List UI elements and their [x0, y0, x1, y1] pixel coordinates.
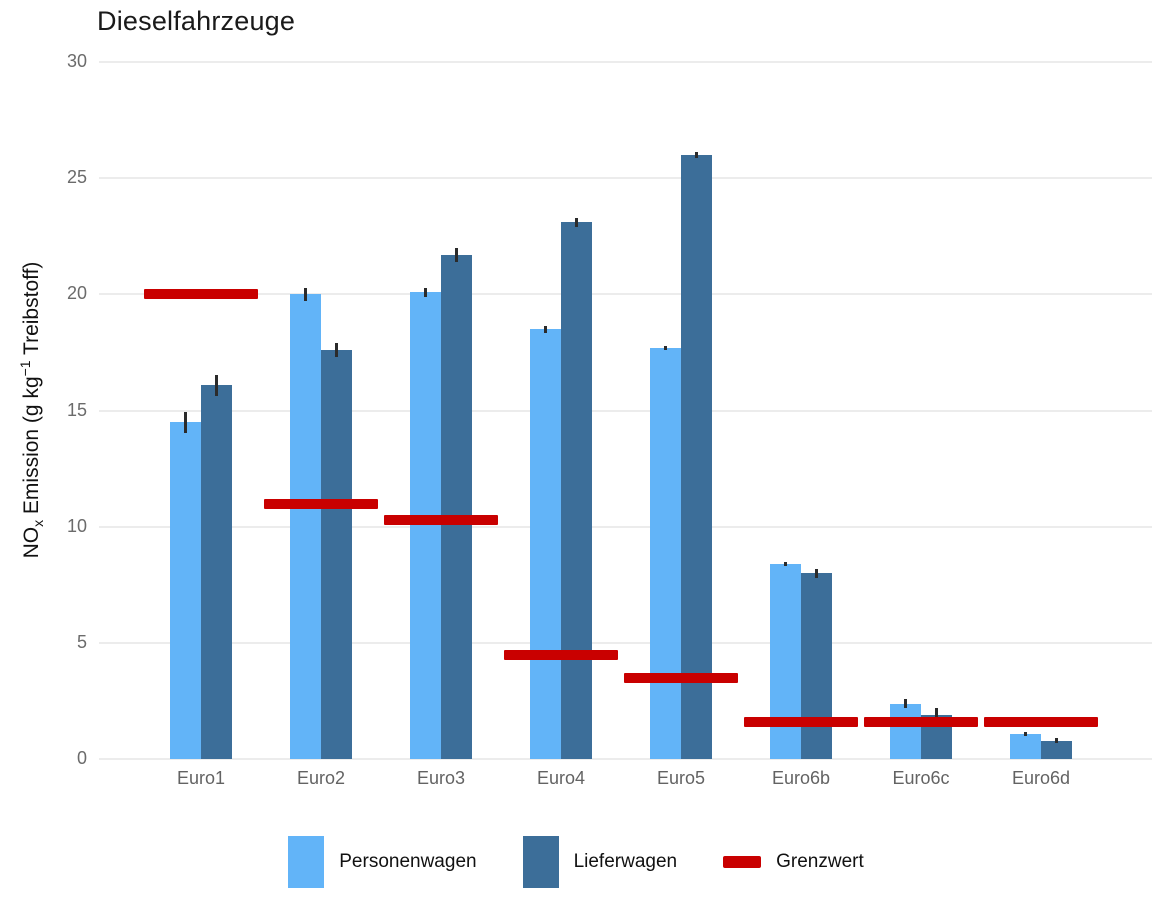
legend-label-personenwagen: Personenwagen — [339, 851, 477, 872]
xtick-label-Euro4: Euro4 — [536, 768, 586, 788]
ytick-label-20: 20 — [66, 283, 87, 304]
errorbar-lieferwagen-Euro6c — [935, 708, 938, 723]
lieferwagen-swatch-icon — [522, 836, 559, 888]
bar-lieferwagen-Euro5 — [681, 155, 712, 760]
xtick-label-Euro3: Euro3 — [416, 768, 466, 788]
gridline-y-25 — [99, 177, 1152, 180]
bar-lieferwagen-Euro2 — [321, 350, 352, 760]
ytick-label-15: 15 — [66, 399, 87, 420]
gridline-y-30 — [99, 61, 1152, 64]
limit-line-Euro3 — [384, 514, 498, 525]
legend-label-lieferwagen: Lieferwagen — [573, 851, 678, 872]
limit-line-Euro1 — [144, 289, 258, 300]
ytick-label-10: 10 — [66, 515, 87, 536]
gridline-y-15 — [99, 409, 1152, 412]
chart-title: Dieselfahrzeuge — [97, 6, 296, 36]
personenwagen-swatch-icon — [288, 836, 325, 888]
limit-line-Euro6b — [744, 717, 858, 728]
limit-line-Euro6d — [984, 717, 1098, 728]
errorbar-lieferwagen-Euro4 — [575, 217, 578, 228]
bar-lieferwagen-Euro4 — [561, 222, 592, 760]
bar-personenwagen-Euro3 — [410, 292, 441, 760]
errorbar-lieferwagen-Euro1 — [215, 374, 218, 396]
ytick-label-30: 30 — [66, 51, 87, 72]
errorbar-lieferwagen-Euro2 — [335, 343, 338, 358]
ytick-label-0: 0 — [76, 748, 87, 769]
xtick-label-Euro1: Euro1 — [176, 768, 226, 788]
limit-line-Euro4 — [504, 649, 618, 660]
errorbar-personenwagen-Euro2 — [304, 287, 307, 302]
bar-lieferwagen-Euro3 — [441, 254, 472, 760]
legend-item-lieferwagen: Lieferwagen — [522, 836, 678, 888]
xtick-label-Euro6c: Euro6c — [892, 768, 950, 788]
legend-item-grenzwert: Grenzwert — [723, 851, 864, 873]
gridline-y-20 — [99, 293, 1152, 296]
bar-personenwagen-Euro1 — [170, 422, 201, 760]
bar-personenwagen-Euro2 — [290, 294, 321, 760]
gridline-y-0 — [99, 758, 1152, 761]
errorbar-personenwagen-Euro6d — [1024, 731, 1027, 737]
errorbar-lieferwagen-Euro6d — [1055, 738, 1058, 744]
errorbar-lieferwagen-Euro5 — [695, 151, 698, 159]
xtick-label-Euro6b: Euro6b — [771, 768, 831, 788]
y-axis-title-mid: Emission (g kg — [20, 376, 43, 520]
bar-lieferwagen-Euro6d — [1041, 740, 1072, 760]
bar-personenwagen-Euro6d — [1010, 733, 1041, 760]
xtick-label-Euro6d: Euro6d — [1011, 768, 1071, 788]
limit-line-Euro2 — [264, 498, 378, 509]
errorbar-lieferwagen-Euro6b — [815, 568, 818, 579]
bar-personenwagen-Euro5 — [650, 347, 681, 760]
bar-personenwagen-Euro6c — [890, 703, 921, 760]
errorbar-personenwagen-Euro6b — [784, 561, 787, 567]
xtick-label-Euro2: Euro2 — [296, 768, 346, 788]
bar-lieferwagen-Euro6b — [801, 573, 832, 760]
grenzwert-line-icon — [723, 856, 762, 868]
bar-lieferwagen-Euro1 — [201, 385, 232, 760]
ytick-label-5: 5 — [76, 632, 87, 653]
errorbar-personenwagen-Euro6c — [904, 698, 907, 709]
limit-line-Euro6c — [864, 717, 978, 728]
y-axis-title-sup: −1 — [17, 360, 33, 377]
errorbar-personenwagen-Euro3 — [424, 287, 427, 297]
errorbar-lieferwagen-Euro3 — [455, 247, 458, 262]
bar-personenwagen-Euro4 — [530, 329, 561, 760]
errorbar-personenwagen-Euro4 — [544, 325, 547, 333]
errorbar-personenwagen-Euro1 — [184, 411, 187, 433]
errorbar-personenwagen-Euro5 — [664, 345, 667, 351]
gridline-y-5 — [99, 642, 1152, 645]
y-axis-title-post: Treibstoff) — [20, 261, 43, 361]
xtick-label-Euro5: Euro5 — [656, 768, 706, 788]
gridline-y-10 — [99, 525, 1152, 528]
limit-line-Euro5 — [624, 673, 738, 684]
bar-personenwagen-Euro6b — [770, 564, 801, 760]
legend-item-personenwagen: Personenwagen — [288, 836, 477, 888]
ytick-label-25: 25 — [66, 167, 87, 188]
legend: Personenwagen Lieferwagen Grenzwert — [0, 836, 1152, 888]
legend-label-grenzwert: Grenzwert — [776, 851, 864, 872]
